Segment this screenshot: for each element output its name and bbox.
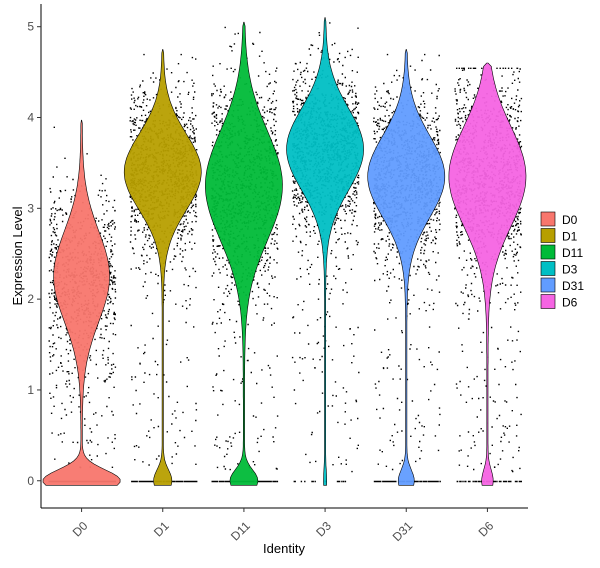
- legend-key-D31: [540, 277, 556, 293]
- legend-key-D11: [540, 244, 556, 260]
- violin-D6: [448, 62, 527, 486]
- legend-key-D3: [540, 261, 556, 276]
- x-tick-label: D1: [151, 518, 172, 539]
- legend-label-D31: D31: [562, 279, 584, 293]
- y-tick-label: 2: [27, 292, 34, 306]
- y-axis-title: Expression Level: [10, 206, 25, 305]
- y-axis-ticks: 0 1 2 3 4 5: [27, 20, 41, 488]
- violin-D11: [205, 21, 283, 486]
- x-tick-label: D0: [70, 518, 91, 539]
- x-axis-ticks: D0 D1 D11 D3 D31 D6: [70, 508, 497, 544]
- violin-D3: [286, 17, 364, 486]
- violin-D1: [123, 49, 202, 486]
- x-axis-title: Identity: [263, 541, 305, 556]
- violins: [42, 17, 527, 486]
- legend-key-D1: [540, 228, 556, 243]
- x-tick-label: D3: [313, 518, 334, 539]
- legend-label-D11: D11: [562, 246, 583, 260]
- legend-key-D6: [540, 294, 556, 309]
- x-tick-label: D11: [228, 518, 253, 543]
- violin-D31: [367, 49, 446, 486]
- x-tick-label: D31: [390, 518, 416, 544]
- x-tick-label: D6: [476, 518, 497, 539]
- legend: D0 D1 D11 D3 D31 D6: [540, 211, 584, 310]
- legend-label-D6: D6: [562, 296, 578, 310]
- legend-label-D1: D1: [562, 230, 578, 244]
- y-tick-label: 1: [27, 383, 34, 397]
- y-tick-label: 5: [27, 20, 34, 34]
- legend-key-D0: [540, 211, 556, 227]
- violin-D0: [42, 119, 121, 486]
- y-tick-label: 4: [27, 111, 34, 125]
- legend-label-D3: D3: [562, 263, 578, 277]
- y-tick-label: 3: [27, 201, 34, 215]
- y-tick-label: 0: [27, 474, 34, 488]
- points-D6: [454, 67, 523, 483]
- jitter-points: [48, 22, 523, 483]
- legend-label-D0: D0: [562, 213, 578, 227]
